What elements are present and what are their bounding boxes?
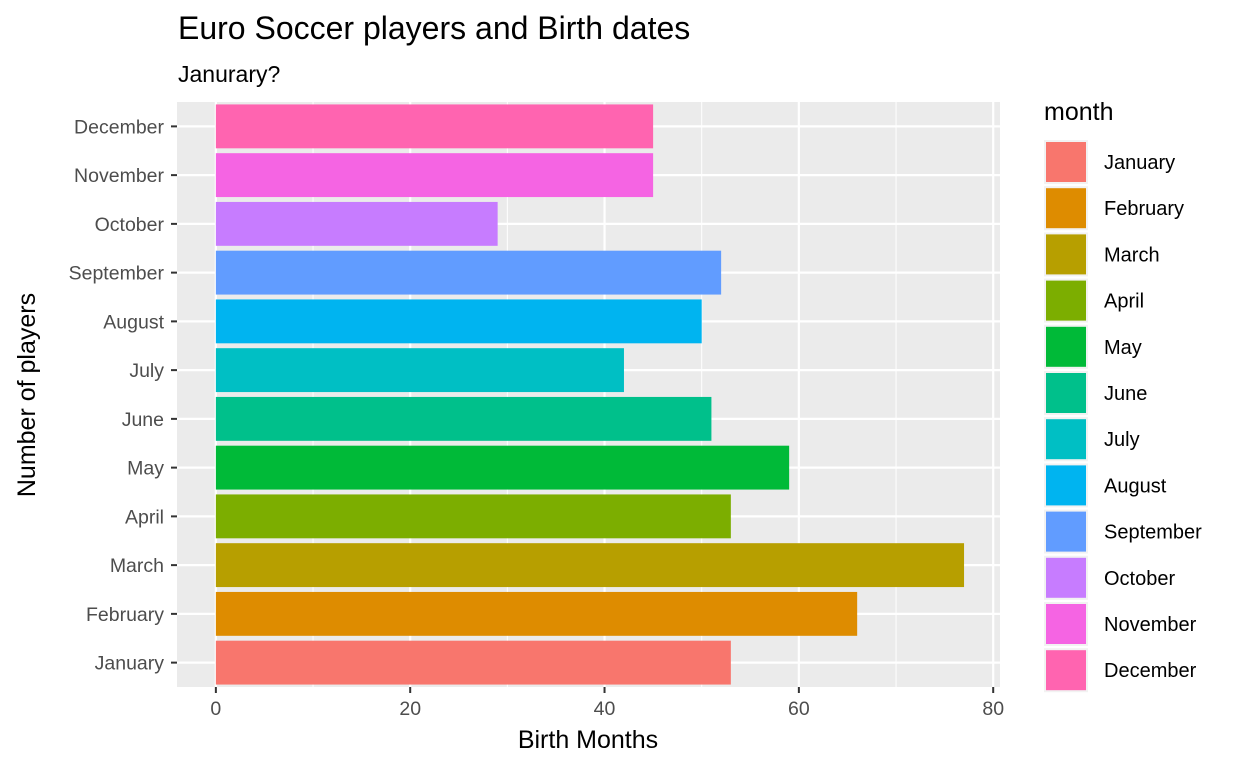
x-tick-label: 20 (399, 698, 421, 720)
chart-subtitle: Janurary? (178, 61, 280, 87)
legend-key-april (1046, 280, 1086, 321)
y-tick-label: June (122, 409, 164, 431)
legend-label: March (1104, 244, 1160, 266)
bars (215, 104, 965, 685)
legend-label: May (1104, 337, 1142, 359)
y-tick-label: January (95, 653, 165, 675)
legend-key-july (1046, 419, 1086, 460)
bar-december (215, 104, 654, 149)
bar-october (215, 201, 498, 246)
bar-january (215, 640, 731, 685)
legend-key-may (1046, 326, 1086, 367)
plot-panel (177, 102, 1000, 687)
x-tick-label: 0 (210, 698, 221, 720)
legend-key-june (1046, 373, 1086, 413)
x-axis: 0 20 40 60 80 (210, 687, 1004, 720)
legend-title: month (1044, 98, 1113, 126)
x-tick-label: 40 (594, 698, 616, 720)
y-axis: January February March April May June July Augu… (69, 116, 177, 675)
bar-february (215, 591, 858, 636)
legend-label: June (1104, 383, 1147, 405)
y-tick-label: November (74, 165, 164, 187)
bar-september (215, 250, 722, 295)
minor-gridlines (312, 102, 897, 687)
legend-key-march (1046, 234, 1086, 275)
legend-key-february (1046, 188, 1086, 229)
legend-key-november (1046, 604, 1086, 644)
bar-march (215, 543, 965, 588)
legend-label: January (1104, 152, 1175, 174)
chart-title: Euro Soccer players and Birth dates (178, 10, 690, 46)
x-axis-title: Birth Months (518, 726, 658, 754)
y-tick-label: March (110, 555, 164, 577)
legend-key-august (1046, 465, 1086, 506)
y-axis-title: Number of players (13, 293, 41, 497)
y-tick-label: April (125, 506, 164, 528)
y-tick-label: August (103, 311, 164, 333)
legend-label: December (1104, 660, 1197, 682)
legend-label: July (1104, 429, 1140, 451)
legend-key-december (1046, 650, 1086, 691)
y-tick-label: July (129, 360, 164, 382)
bar-august (215, 299, 702, 344)
legend-label: October (1104, 568, 1175, 590)
y-tick-label: February (86, 604, 164, 626)
bar-november (215, 153, 654, 198)
y-tick-label: December (74, 116, 164, 138)
legend-key-october (1046, 557, 1086, 598)
legend-label: August (1104, 475, 1167, 497)
legend: month January February March April May June Ju… (1044, 98, 1202, 693)
y-tick-label: May (127, 458, 164, 480)
bar-july (215, 348, 624, 393)
y-tick-label: October (95, 214, 165, 236)
legend-label: April (1104, 291, 1144, 313)
legend-label: November (1104, 614, 1197, 636)
x-tick-label: 60 (788, 698, 810, 720)
legend-items: January February March April May June July Augu… (1044, 140, 1202, 693)
legend-key-september (1046, 511, 1086, 552)
bar-may (215, 445, 790, 490)
legend-label: February (1104, 198, 1184, 220)
legend-key-january (1046, 142, 1086, 182)
bar-april (215, 494, 731, 539)
x-tick-label: 80 (982, 698, 1004, 720)
legend-label: September (1104, 522, 1202, 544)
y-tick-label: September (69, 263, 165, 285)
bar-june (215, 396, 712, 441)
